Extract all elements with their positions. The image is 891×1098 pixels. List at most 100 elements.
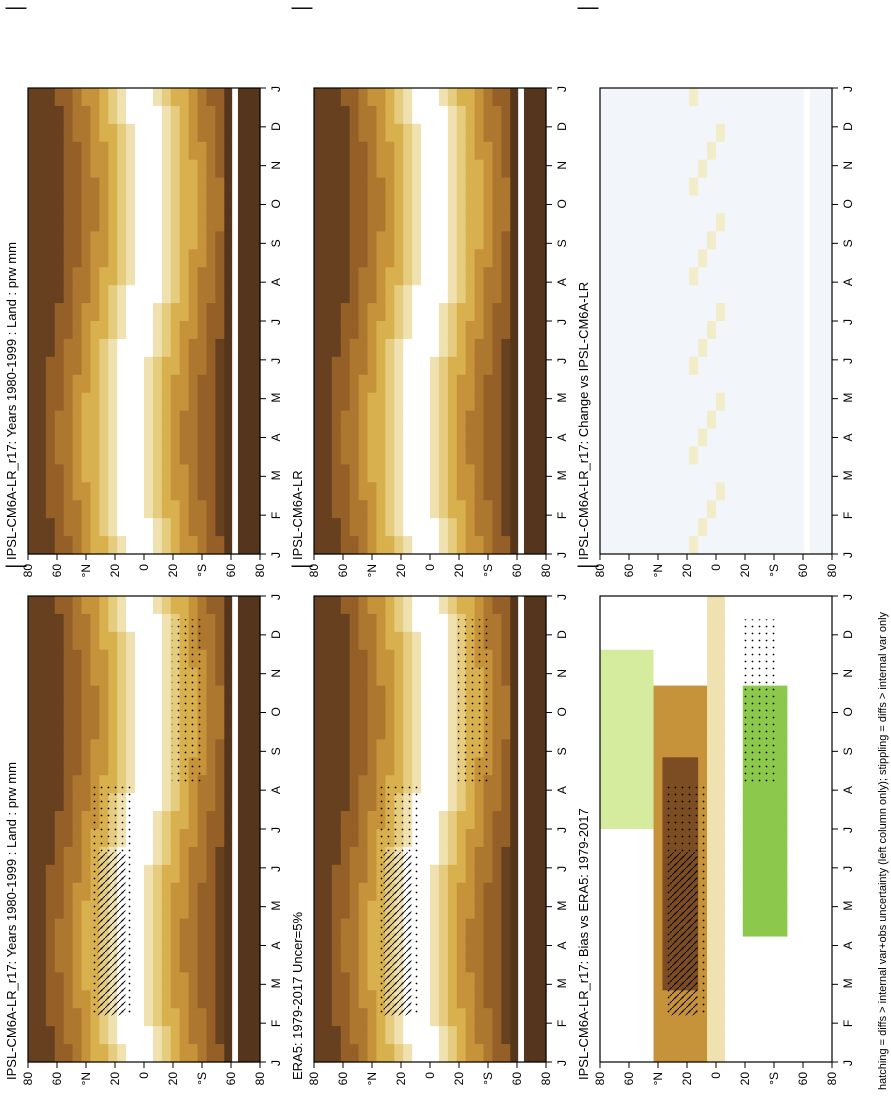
p6-cell — [608, 464, 619, 483]
p2-cell — [135, 518, 145, 537]
p6-cell — [698, 518, 708, 537]
p1-cell — [206, 900, 216, 920]
p2-cell — [36, 410, 47, 430]
p5-cell — [707, 703, 717, 723]
p4-cell — [349, 338, 360, 358]
p2-cell — [36, 123, 47, 143]
p1-cell — [72, 882, 83, 902]
p3-cell — [331, 936, 342, 956]
p4-cell — [322, 177, 333, 197]
p5-cell — [742, 829, 753, 848]
p3-cell — [519, 829, 529, 848]
p5-cell — [608, 990, 619, 1009]
p4-cell — [474, 356, 485, 376]
p3-cell — [474, 1026, 485, 1045]
p6-cell — [716, 338, 726, 358]
p5-cell — [751, 793, 762, 812]
p5-cell — [760, 846, 771, 866]
p2-cell — [215, 392, 225, 412]
p1-cell — [81, 631, 92, 651]
p3-cell — [474, 882, 485, 902]
p4-cell — [510, 321, 520, 340]
p5-cell — [787, 757, 797, 776]
p6-cell — [644, 249, 655, 268]
p4-cell — [430, 303, 440, 322]
p1-cell — [224, 775, 234, 794]
p6-cell — [751, 159, 762, 179]
p5-cell — [805, 936, 815, 956]
p5-cell — [742, 793, 753, 812]
p5-cell — [724, 900, 735, 920]
p3-cell — [528, 685, 538, 705]
p3-xtick-label: D — [555, 630, 569, 639]
p6-cell — [644, 500, 655, 519]
p1-cell — [45, 864, 56, 884]
p1-cell — [126, 739, 136, 758]
p6-cell — [787, 536, 797, 555]
p4-cell — [510, 356, 520, 376]
p1-cell — [72, 631, 83, 651]
p1-cell — [54, 972, 65, 991]
p5-cell — [662, 596, 672, 615]
p5-cell — [608, 1044, 619, 1063]
p6-cell — [617, 536, 628, 555]
p6-cell — [617, 410, 628, 430]
p5-cell — [733, 649, 744, 669]
p3-cell — [349, 631, 360, 651]
p3-cell — [340, 685, 351, 705]
p1-cell — [233, 721, 243, 740]
p5-cell — [635, 936, 646, 956]
p6-cell — [626, 123, 637, 143]
p2-xtick-label: S — [269, 239, 283, 247]
p4-cell — [465, 356, 476, 376]
p4-cell — [314, 159, 324, 179]
p4-cell — [447, 536, 458, 555]
p4-cell — [385, 410, 395, 430]
p1-cell — [242, 775, 252, 794]
p4-cell — [394, 105, 404, 125]
p5-cell — [787, 882, 797, 902]
p6-cell — [707, 428, 717, 448]
p3-cell — [528, 739, 538, 758]
p5-cell — [724, 703, 735, 723]
p5-cell — [796, 667, 806, 687]
p2-cell — [233, 464, 243, 483]
p1-cell — [81, 882, 92, 902]
p6-cell — [680, 285, 690, 304]
p2-cell — [242, 213, 252, 232]
p4-cell — [438, 141, 449, 161]
p6-cell — [787, 231, 797, 250]
p5-xtick-label: O — [841, 707, 855, 716]
p1-cell — [81, 703, 92, 723]
p1-cell — [90, 631, 100, 651]
p2-cell — [215, 446, 225, 465]
p1-cell — [242, 990, 252, 1009]
p5-cell — [671, 1044, 681, 1063]
p3-cell — [314, 846, 324, 866]
p5-cell — [635, 739, 646, 758]
p4-cell — [349, 267, 360, 286]
p1-cell — [233, 900, 243, 920]
p5-cell — [751, 972, 762, 991]
p1-cell — [45, 846, 56, 866]
p5-cell — [787, 1044, 797, 1063]
p1-cell — [161, 1008, 172, 1027]
p2-cell — [126, 338, 136, 358]
p3-cell — [438, 649, 449, 669]
p6-cell — [653, 213, 664, 232]
p2-cell — [72, 518, 83, 537]
p4-cell — [367, 392, 378, 412]
p6-cell — [617, 123, 628, 143]
p6-cell — [724, 231, 735, 250]
p2-cell — [188, 356, 199, 376]
p6-cell — [769, 303, 780, 322]
p3-cell — [349, 775, 360, 794]
p1-cell — [36, 990, 47, 1009]
p2-cell — [251, 141, 261, 161]
p5-cell — [680, 631, 690, 651]
p2-cell — [233, 303, 243, 322]
p5-cell — [733, 721, 744, 740]
p3-cell — [510, 972, 520, 991]
p5-cell — [626, 703, 637, 723]
p4-cell — [465, 536, 476, 555]
